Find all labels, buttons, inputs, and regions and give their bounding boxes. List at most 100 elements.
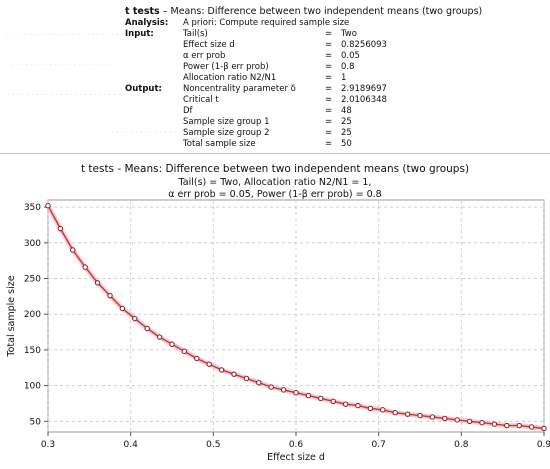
data-point xyxy=(194,355,200,362)
x-tick-label: 0.9 xyxy=(537,440,550,450)
data-point xyxy=(169,341,175,347)
panel-divider xyxy=(0,153,550,154)
data-point xyxy=(504,422,510,429)
equals-sign: = xyxy=(325,128,333,138)
data-point xyxy=(528,424,535,430)
data-point xyxy=(256,380,262,386)
output-param-value: 50 xyxy=(341,139,352,149)
data-point xyxy=(330,398,336,405)
data-point xyxy=(280,387,287,393)
x-tick-label: 0.7 xyxy=(372,440,386,450)
data-point xyxy=(231,371,237,377)
equals-sign: = xyxy=(325,29,333,39)
data-point xyxy=(181,348,188,355)
background-text-ghost: ····················· xyxy=(10,60,112,69)
background-text-ghost: ·················· xyxy=(110,128,197,137)
output-param-name: Sample size group 1 xyxy=(183,117,270,127)
x-axis-label: Effect size d xyxy=(267,452,325,463)
input-param-value: 0.8256093 xyxy=(341,40,387,50)
protocol-title: t tests – Means: Difference between two … xyxy=(125,6,483,17)
series-layer xyxy=(45,203,547,432)
x-tick-label: 0.3 xyxy=(41,440,55,450)
x-tick-label: 0.4 xyxy=(124,440,139,450)
input-param-name: Power (1-β err prob) xyxy=(183,62,269,72)
data-point xyxy=(107,292,113,299)
output-param-value: 2.9189697 xyxy=(341,84,387,94)
data-point xyxy=(132,315,138,322)
equals-sign: = xyxy=(325,95,333,105)
analysis-label: Analysis: xyxy=(125,18,169,28)
data-point xyxy=(429,414,436,420)
data-point xyxy=(305,392,312,399)
y-tick-label: 100 xyxy=(24,382,41,392)
data-point xyxy=(57,225,64,232)
output-param-value: 48 xyxy=(341,106,352,116)
output-param-name: Sample size group 2 xyxy=(183,128,270,138)
input-param-name: α err prob xyxy=(183,51,226,61)
test-name: Means: Difference between two independen… xyxy=(170,6,483,17)
input-param-value: 0.8 xyxy=(341,62,355,72)
chart-title: t tests - Means: Difference between two … xyxy=(81,163,469,175)
x-tick-label: 0.6 xyxy=(289,440,304,450)
chart-subtitle-line-1: Tail(s) = Two, Allocation ratio N2/N1 = … xyxy=(178,177,372,188)
data-point xyxy=(94,280,101,286)
data-point xyxy=(268,384,274,390)
input-param-value: Two xyxy=(341,29,357,39)
y-tick-label: 50 xyxy=(30,417,42,427)
y-tick-label: 150 xyxy=(24,346,41,356)
data-point xyxy=(380,407,386,413)
data-point xyxy=(70,247,76,253)
equals-sign: = xyxy=(325,117,333,127)
background-text-ghost: ························· xyxy=(6,90,127,99)
y-tick-label: 250 xyxy=(24,275,41,285)
equals-sign: = xyxy=(325,139,333,149)
graph-panel: t tests - Means: Difference between two … xyxy=(0,154,550,465)
equals-sign: = xyxy=(325,51,333,61)
y-tick-label: 300 xyxy=(24,239,41,249)
data-point xyxy=(541,425,547,432)
data-point xyxy=(466,418,473,424)
grid-lines xyxy=(47,200,545,432)
background-text-ghost: ····························· xyxy=(4,30,144,39)
output-param-value: 25 xyxy=(341,128,352,138)
data-point xyxy=(293,390,299,396)
output-param-name: Critical t xyxy=(183,95,219,105)
data-point xyxy=(404,411,411,417)
axis-ticks: 0.3 0.4 0.5 0.6 0.7 0.8 0.9 50 100 150 200 250 300 35… xyxy=(24,203,550,450)
x-tick-label: 0.8 xyxy=(454,440,469,450)
data-point xyxy=(392,410,398,416)
equals-sign: = xyxy=(325,40,333,50)
data-point xyxy=(144,325,150,332)
output-param-name: Total sample size xyxy=(183,139,256,149)
data-point xyxy=(218,367,225,373)
output-param-value: 25 xyxy=(341,117,352,127)
x-tick-label: 0.5 xyxy=(206,440,220,450)
data-point xyxy=(318,395,324,402)
output-param-name: Df xyxy=(183,106,193,116)
equals-sign: = xyxy=(325,84,333,94)
input-param-name: Effect size d xyxy=(183,40,235,50)
y-tick-label: 350 xyxy=(24,203,41,213)
data-point xyxy=(156,334,163,340)
data-point xyxy=(119,305,126,312)
data-point xyxy=(342,401,349,407)
data-point xyxy=(243,375,250,382)
equals-sign: = xyxy=(325,62,333,72)
data-point xyxy=(206,361,212,367)
data-point xyxy=(367,405,374,412)
data-point xyxy=(355,402,361,409)
chart-subtitle-line-2: α err prob = 0.05, Power (1-β err prob) … xyxy=(168,189,381,200)
output-label: Output: xyxy=(125,84,162,94)
data-point xyxy=(82,264,88,270)
data-point xyxy=(45,203,51,209)
input-param-value: 0.05 xyxy=(341,51,360,61)
data-point xyxy=(442,415,448,422)
test-family: t tests xyxy=(125,6,160,17)
input-label: Input: xyxy=(125,29,154,39)
analysis-value: A priori: Compute required sample size xyxy=(183,18,350,28)
data-point xyxy=(491,421,498,427)
y-tick-label: 200 xyxy=(24,310,41,320)
input-param-value: 1 xyxy=(341,73,347,83)
input-param-name: Allocation ratio N2/N1 xyxy=(183,73,277,83)
data-point xyxy=(479,420,485,426)
